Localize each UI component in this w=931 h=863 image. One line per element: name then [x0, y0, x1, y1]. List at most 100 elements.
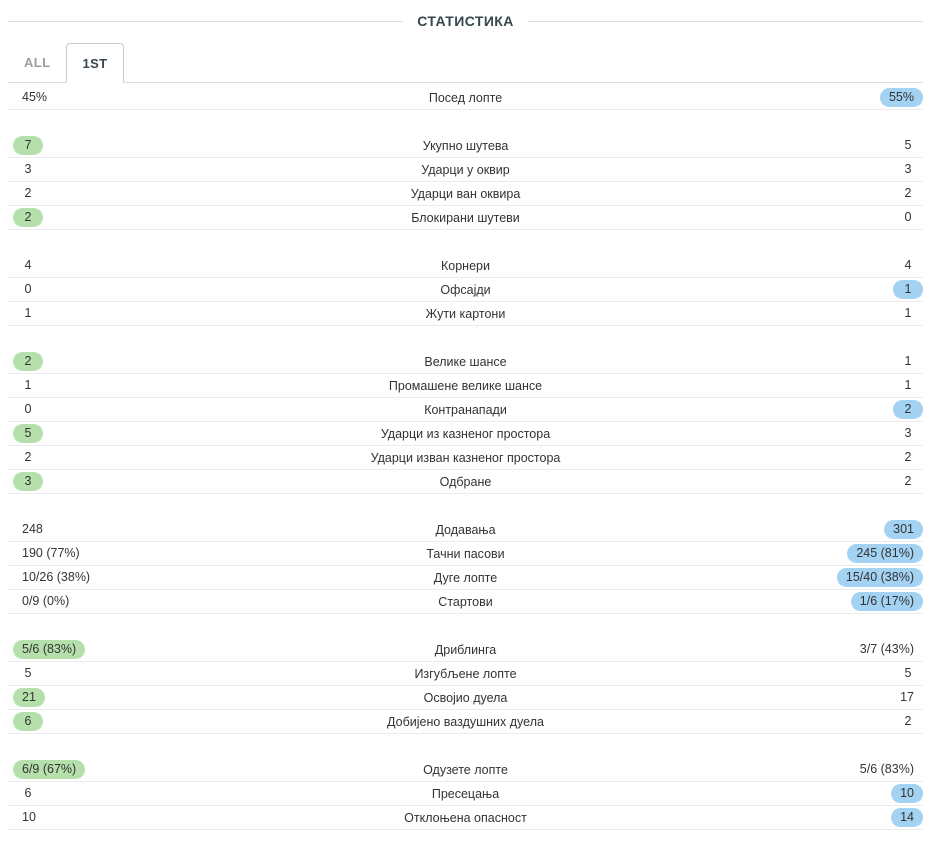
away-value: 4 [904, 258, 912, 272]
away-value: 3 [904, 162, 912, 176]
stat-label: Ударци изван казненог простора [370, 450, 561, 465]
home-value: 1 [24, 378, 32, 392]
stat-row: 21 Освојио дуела 17 [8, 686, 923, 710]
away-cell: 17 [773, 688, 923, 707]
stat-row: 5/6 (83%) Дриблинга 3/7 (43%) [8, 638, 923, 662]
home-value: 45% [22, 90, 48, 104]
away-cell: 5/6 (83%) [773, 760, 923, 779]
home-value: 248 [22, 522, 43, 536]
away-value: 0 [904, 210, 912, 224]
stat-label: Одузете лопте [423, 762, 508, 777]
home-value: 2 [13, 208, 43, 227]
period-tabbar: ALL 1ST [8, 42, 923, 83]
stat-group: 6/9 (67%) Одузете лопте 5/6 (83%) 6 Прес… [8, 758, 923, 830]
away-value: 5 [904, 138, 912, 152]
home-cell: 2 [8, 448, 158, 467]
stat-group: 2 Велике шансе 1 1 Промашене велике шанс… [8, 350, 923, 494]
away-cell: 2 [773, 712, 923, 731]
home-cell: 190 (77%) [8, 544, 158, 563]
stat-row: 248 Додавања 301 [8, 518, 923, 542]
home-value: 6 [24, 786, 32, 800]
stat-row: 10 Отклоњена опасност 14 [8, 806, 923, 830]
home-cell: 3 [8, 160, 158, 179]
away-cell: 2 [773, 184, 923, 203]
stat-row: 2 Велике шансе 1 [8, 350, 923, 374]
label-cell: Промашене велике шансе [158, 379, 773, 393]
away-value: 5 [904, 666, 912, 680]
stat-row: 5 Ударци из казненог простора 3 [8, 422, 923, 446]
home-cell: 1 [8, 376, 158, 395]
away-cell: 3 [773, 424, 923, 443]
away-cell: 1 [773, 280, 923, 299]
home-value: 190 (77%) [22, 546, 80, 560]
away-value: 2 [904, 450, 912, 464]
stat-row: 7 Укупно шутева 5 [8, 134, 923, 158]
stat-label: Отклоњена опасност [404, 810, 527, 825]
away-cell: 5 [773, 664, 923, 683]
away-value: 245 (81%) [847, 544, 923, 563]
away-value: 5/6 (83%) [859, 762, 914, 776]
home-value: 5 [13, 424, 43, 443]
label-cell: Блокирани шутеви [158, 211, 773, 225]
away-cell: 3/7 (43%) [773, 640, 923, 659]
away-value: 14 [891, 808, 923, 827]
away-cell: 1 [773, 304, 923, 323]
away-cell: 1 [773, 352, 923, 371]
home-cell: 0/9 (0%) [8, 592, 158, 611]
home-cell: 6 [8, 712, 158, 731]
home-cell: 5 [8, 664, 158, 683]
stat-row: 2 Ударци изван казненог простора 2 [8, 446, 923, 470]
home-cell: 0 [8, 280, 158, 299]
stat-label: Жути картони [425, 306, 506, 321]
home-value: 1 [24, 306, 32, 320]
home-value: 7 [13, 136, 43, 155]
stat-group: 248 Додавања 301 190 (77%) Тачни пасови … [8, 518, 923, 614]
title-rule-right [527, 20, 923, 22]
away-value: 1 [904, 306, 912, 320]
stat-group: 7 Укупно шутева 5 3 Ударци у оквир 3 2 У… [8, 134, 923, 230]
home-cell: 45% [8, 88, 158, 107]
stat-row: 0 Контранапади 2 [8, 398, 923, 422]
home-value: 5 [24, 666, 32, 680]
home-value: 3 [13, 472, 43, 491]
home-value: 4 [24, 258, 32, 272]
away-value: 2 [893, 400, 923, 419]
label-cell: Освојио дуела [158, 691, 773, 705]
home-value: 5/6 (83%) [13, 640, 86, 659]
home-value: 2 [24, 186, 32, 200]
tab-1st[interactable]: 1ST [66, 43, 124, 83]
away-cell: 2 [773, 448, 923, 467]
stat-label: Пресецања [431, 786, 500, 801]
stat-group: 4 Корнери 4 0 Офсајди 1 1 Жути картони 1 [8, 254, 923, 326]
stat-row: 1 Жути картони 1 [8, 302, 923, 326]
away-value: 3 [904, 426, 912, 440]
stat-row: 0/9 (0%) Стартови 1/6 (17%) [8, 590, 923, 614]
away-value: 3/7 (43%) [859, 642, 914, 656]
away-value: 1/6 (17%) [850, 592, 923, 611]
away-cell: 14 [773, 808, 923, 827]
stat-label: Промашене велике шансе [388, 378, 543, 393]
label-cell: Корнери [158, 259, 773, 273]
home-value: 0 [24, 402, 32, 416]
stat-label: Контранапади [424, 402, 507, 417]
label-cell: Додавања [158, 523, 773, 537]
away-value: 1 [904, 378, 912, 392]
label-cell: Добијено ваздушних дуела [158, 715, 773, 729]
stat-label: Блокирани шутеви [411, 210, 520, 225]
tab-all[interactable]: ALL [24, 55, 51, 70]
away-value: 1 [904, 354, 912, 368]
home-cell: 5/6 (83%) [8, 640, 158, 659]
home-cell: 4 [8, 256, 158, 275]
stat-label: Велике шансе [424, 354, 507, 369]
away-cell: 2 [773, 472, 923, 491]
stat-label: Офсајди [440, 282, 491, 297]
label-cell: Отклоњена опасност [158, 811, 773, 825]
stat-label: Корнери [441, 258, 490, 273]
away-cell: 245 (81%) [773, 544, 923, 563]
home-cell: 2 [8, 208, 158, 227]
label-cell: Контранапади [158, 403, 773, 417]
stat-label: Освојио дуела [423, 690, 508, 705]
away-cell: 15/40 (38%) [773, 568, 923, 587]
away-cell: 10 [773, 784, 923, 803]
